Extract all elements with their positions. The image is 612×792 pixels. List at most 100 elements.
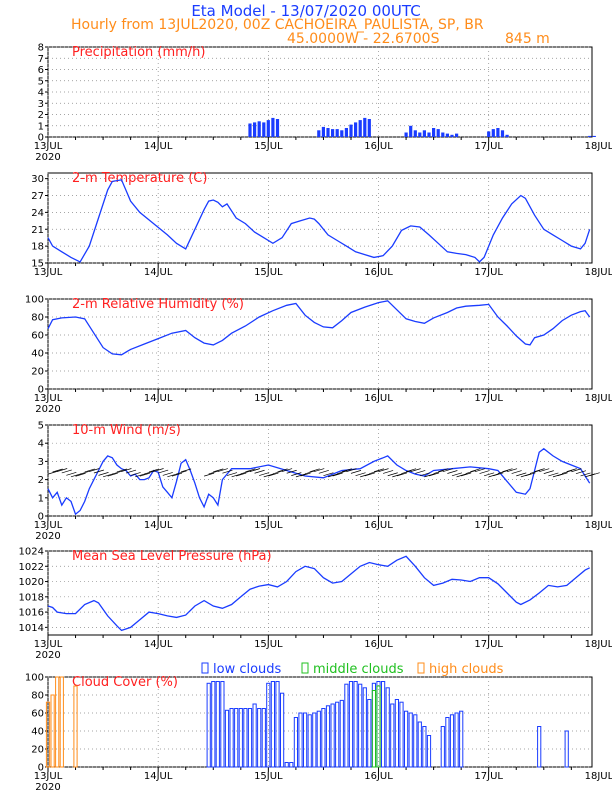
precip-bar [349, 124, 353, 137]
wind-arrow [231, 473, 242, 478]
cloud-bar [252, 703, 257, 768]
cloud-bar [344, 683, 349, 768]
precip-bar [340, 130, 344, 138]
wind-arrow [369, 470, 380, 475]
x-tick-label: 16JUL [364, 771, 393, 782]
wind-arrow [405, 468, 417, 473]
wind-arrow [557, 472, 568, 477]
precip-bar [253, 122, 257, 137]
y-tick-label: 8 [38, 43, 44, 54]
x-tick-label: 18JUL [585, 267, 612, 278]
wind-arrow [286, 469, 297, 474]
wind-arrow [98, 472, 109, 476]
x-tick-label: 16JUL [364, 639, 393, 650]
wind-arrow [75, 472, 86, 477]
chart-title: Eta Model - 13/07/2020 00UTC [191, 2, 420, 20]
wind-arrow [130, 472, 141, 476]
wind-arrow [465, 470, 476, 474]
wind-arrow [263, 473, 274, 478]
wind-arrow [337, 470, 348, 475]
wind-arrow [162, 472, 173, 476]
cloud-bar [284, 762, 289, 768]
y-tick-label: 0 [38, 133, 44, 144]
wind-arrow [525, 472, 536, 477]
precip-bar [436, 129, 440, 137]
wind-arrow [167, 473, 178, 478]
wind-arrow [213, 468, 224, 473]
wind-arrow [497, 470, 508, 474]
precip-bar [418, 132, 422, 137]
legend-swatch [301, 662, 309, 674]
wind-arrow [309, 468, 320, 473]
precip-bar [248, 123, 252, 137]
wind-arrow [461, 472, 472, 477]
cloud-bar [404, 710, 409, 768]
precip-bar [331, 129, 335, 137]
precip-bar [500, 130, 505, 138]
cloud-bar [417, 721, 422, 768]
year-label: 2020 [35, 650, 60, 661]
wind-arrow [323, 472, 334, 477]
precip-bar [491, 129, 495, 137]
plot-frame [47, 172, 593, 264]
y-tick-label: 100 [25, 295, 44, 306]
wind-arrow [562, 470, 573, 474]
cloud-bar [211, 681, 216, 768]
wind-arrow [208, 470, 219, 475]
wind-arrow [112, 470, 123, 475]
chart-coords: 45.0000W - 22.6700S [287, 31, 440, 47]
precip-bar [432, 128, 436, 137]
wind-arrow [346, 468, 357, 472]
wind-arrow [61, 469, 72, 474]
x-tick-label: 13JUL [34, 141, 63, 152]
wind-arrow [433, 470, 444, 474]
wind-arrow [282, 468, 293, 472]
precip-bar [505, 134, 509, 138]
precip-bar [262, 122, 266, 137]
legend-swatch [417, 662, 425, 674]
precip-bar [363, 117, 367, 137]
cloud-bar [220, 681, 225, 768]
wind-arrow [419, 472, 430, 477]
cloud-bar [316, 710, 321, 768]
panel-3: 0 20 40 60 80 100 13JUL 14JUL 15JUL 16JUL 17JUL 18J… [25, 295, 612, 416]
wind-arrow [217, 468, 228, 472]
precip-bar [358, 120, 362, 137]
y-tick-label: 1 [38, 493, 44, 504]
y-tick-label: 4 [38, 88, 44, 99]
wind-arrow [116, 468, 127, 473]
x-tick-label: 18JUL [585, 639, 612, 650]
y-tick-label: 40 [31, 349, 44, 360]
cloud-bar [298, 712, 303, 768]
wind-arrow [571, 468, 582, 473]
cloud-bar [440, 726, 445, 768]
precip-bar [404, 132, 408, 137]
precip-bar [455, 133, 459, 137]
x-tick-label: 15JUL [254, 267, 283, 278]
y-tick-label: 80 [31, 691, 44, 702]
cloud-bar [247, 708, 253, 768]
x-tick-label: 13JUL [34, 639, 63, 650]
chart-subtitle: Hourly from 13JUL2020, 00Z CACHOEIRA_PAU… [71, 17, 484, 33]
wind-arrow [373, 468, 385, 473]
wind-arrow [415, 470, 426, 474]
precip-bar [335, 129, 339, 137]
cloud-bar [257, 708, 262, 768]
wind-arrow [314, 468, 325, 472]
series-line [47, 555, 590, 632]
y-tick-label: 15 [31, 259, 44, 270]
x-tick-label: 18JUL [585, 393, 612, 404]
wind-arrow [259, 472, 270, 476]
y-tick-label: 0 [38, 512, 44, 523]
wind-arrow [66, 472, 77, 476]
cloud-bar [376, 685, 381, 768]
cloud-bar [261, 708, 266, 768]
y-tick-label: 60 [31, 709, 44, 720]
y-tick-label: 1022 [19, 562, 44, 573]
wind-arrow [277, 468, 288, 473]
x-tick-label: 14JUL [144, 520, 173, 531]
wind-arrow [304, 470, 316, 475]
wind-arrow [272, 470, 284, 475]
y-tick-label: 40 [31, 727, 44, 738]
